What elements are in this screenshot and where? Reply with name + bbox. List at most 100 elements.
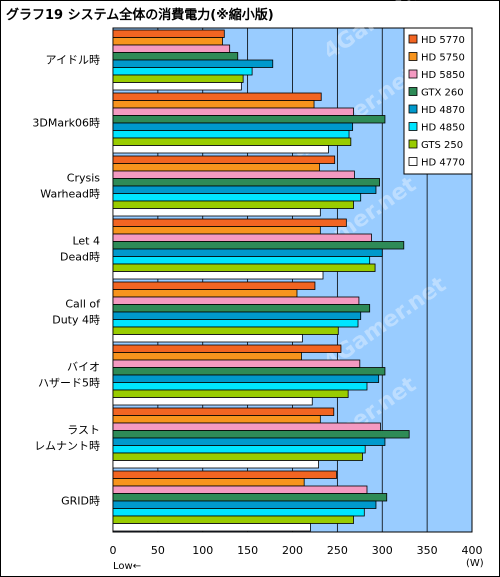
bar xyxy=(112,485,368,494)
bar xyxy=(112,256,371,265)
bar xyxy=(112,319,359,328)
bar xyxy=(112,500,377,509)
category-labels: アイドル時 3DMark06時 Crysis Warhead時 Let 4 Dead時 Ca… xyxy=(32,54,101,508)
category-label: レムナント時 xyxy=(34,440,100,453)
legend-swatch xyxy=(408,34,418,44)
category-label: Call of xyxy=(65,298,101,311)
legend-entry-label: HD 4870 xyxy=(421,105,465,116)
bars-layer xyxy=(112,29,410,532)
bar xyxy=(112,311,362,320)
legend-entry-label: HD 5770 xyxy=(421,35,465,46)
bar xyxy=(112,374,380,383)
legend-entry-label: HD 5750 xyxy=(421,53,465,64)
bar xyxy=(112,193,362,202)
bar xyxy=(112,248,383,257)
bar xyxy=(112,407,335,416)
legend-swatch xyxy=(408,52,418,61)
legend-entry-label: HD 4770 xyxy=(421,158,465,169)
bar xyxy=(112,437,386,446)
bar xyxy=(112,208,321,217)
bar xyxy=(112,107,354,116)
category-label: Crysis xyxy=(67,172,101,185)
bar xyxy=(112,155,336,164)
category-label: 3DMark06時 xyxy=(32,117,100,130)
legend-swatch xyxy=(408,69,418,79)
bar xyxy=(112,445,366,454)
bar xyxy=(112,137,352,146)
bar xyxy=(112,344,342,353)
category-label: Let 4 xyxy=(72,235,100,248)
x-tick-label: 50 xyxy=(151,544,165,557)
x-tick-label: 400 xyxy=(462,544,483,557)
bar xyxy=(112,304,371,313)
x-axis-note-low: Low← xyxy=(113,561,141,572)
category-label: GRID時 xyxy=(61,495,100,508)
category-label: ハザード5時 xyxy=(38,377,100,390)
bar xyxy=(112,478,305,487)
x-tick-label: 200 xyxy=(282,544,303,557)
legend-swatch xyxy=(408,122,418,131)
bar xyxy=(112,422,381,431)
x-axis-tick-labels: 0 50 100 150 200 250 300 350 400 xyxy=(110,544,483,557)
bar xyxy=(112,334,303,343)
x-tick-label: 350 xyxy=(417,544,438,557)
bar xyxy=(112,296,360,305)
bar xyxy=(112,130,350,139)
bar xyxy=(112,281,316,290)
legend-entry-label: GTX 260 xyxy=(421,88,464,99)
bar xyxy=(112,92,322,101)
bar xyxy=(112,470,337,479)
bar xyxy=(112,263,376,272)
x-tick-label: 150 xyxy=(237,544,258,557)
bar xyxy=(112,352,302,361)
category-label: Warhead時 xyxy=(40,188,100,201)
bar xyxy=(112,52,239,61)
x-tick-label: 250 xyxy=(327,544,348,557)
bar xyxy=(112,359,361,368)
bar xyxy=(112,415,321,424)
x-tick-label: 300 xyxy=(372,544,393,557)
legend-swatch xyxy=(408,139,418,149)
bar xyxy=(112,397,313,406)
bar xyxy=(112,382,368,391)
bar xyxy=(112,170,355,179)
bar xyxy=(112,145,329,154)
bar xyxy=(112,178,380,187)
x-tick-label: 0 xyxy=(110,544,117,557)
bar xyxy=(112,29,225,38)
chart-title: グラフ19 システム全体の消費電力(※縮小版) xyxy=(6,8,274,23)
legend-swatch xyxy=(408,104,418,114)
bar xyxy=(112,200,354,209)
legend-entry-label: HD 4850 xyxy=(421,123,465,134)
bar xyxy=(112,508,365,517)
legend-swatch xyxy=(408,157,418,166)
bar xyxy=(112,493,388,502)
bar xyxy=(112,326,339,335)
category-label: ラスト xyxy=(67,424,100,437)
category-label: アイドル時 xyxy=(46,54,100,67)
bar xyxy=(112,218,347,227)
bar xyxy=(112,37,223,46)
bar xyxy=(112,44,231,53)
bar xyxy=(112,67,253,76)
bar xyxy=(112,163,320,172)
bar xyxy=(112,367,386,376)
bar xyxy=(112,100,315,109)
category-label: バイオ xyxy=(67,361,100,374)
bar xyxy=(112,430,410,439)
bar xyxy=(112,115,386,124)
bar xyxy=(112,271,324,280)
category-label: Duty 4時 xyxy=(52,314,100,327)
bar xyxy=(112,122,354,131)
bar xyxy=(112,523,311,532)
legend: HD 5770 HD 5750 HD 5850 GTX 260 HD 4870 HD 48… xyxy=(403,27,473,175)
category-label: Dead時 xyxy=(60,251,100,264)
bar xyxy=(112,74,244,83)
bar xyxy=(112,515,354,524)
legend-entry-label: HD 5850 xyxy=(421,70,465,81)
legend-swatch xyxy=(408,87,418,96)
bar xyxy=(112,185,377,194)
legend-entry-label: GTS 250 xyxy=(421,140,463,151)
bar xyxy=(112,452,363,461)
